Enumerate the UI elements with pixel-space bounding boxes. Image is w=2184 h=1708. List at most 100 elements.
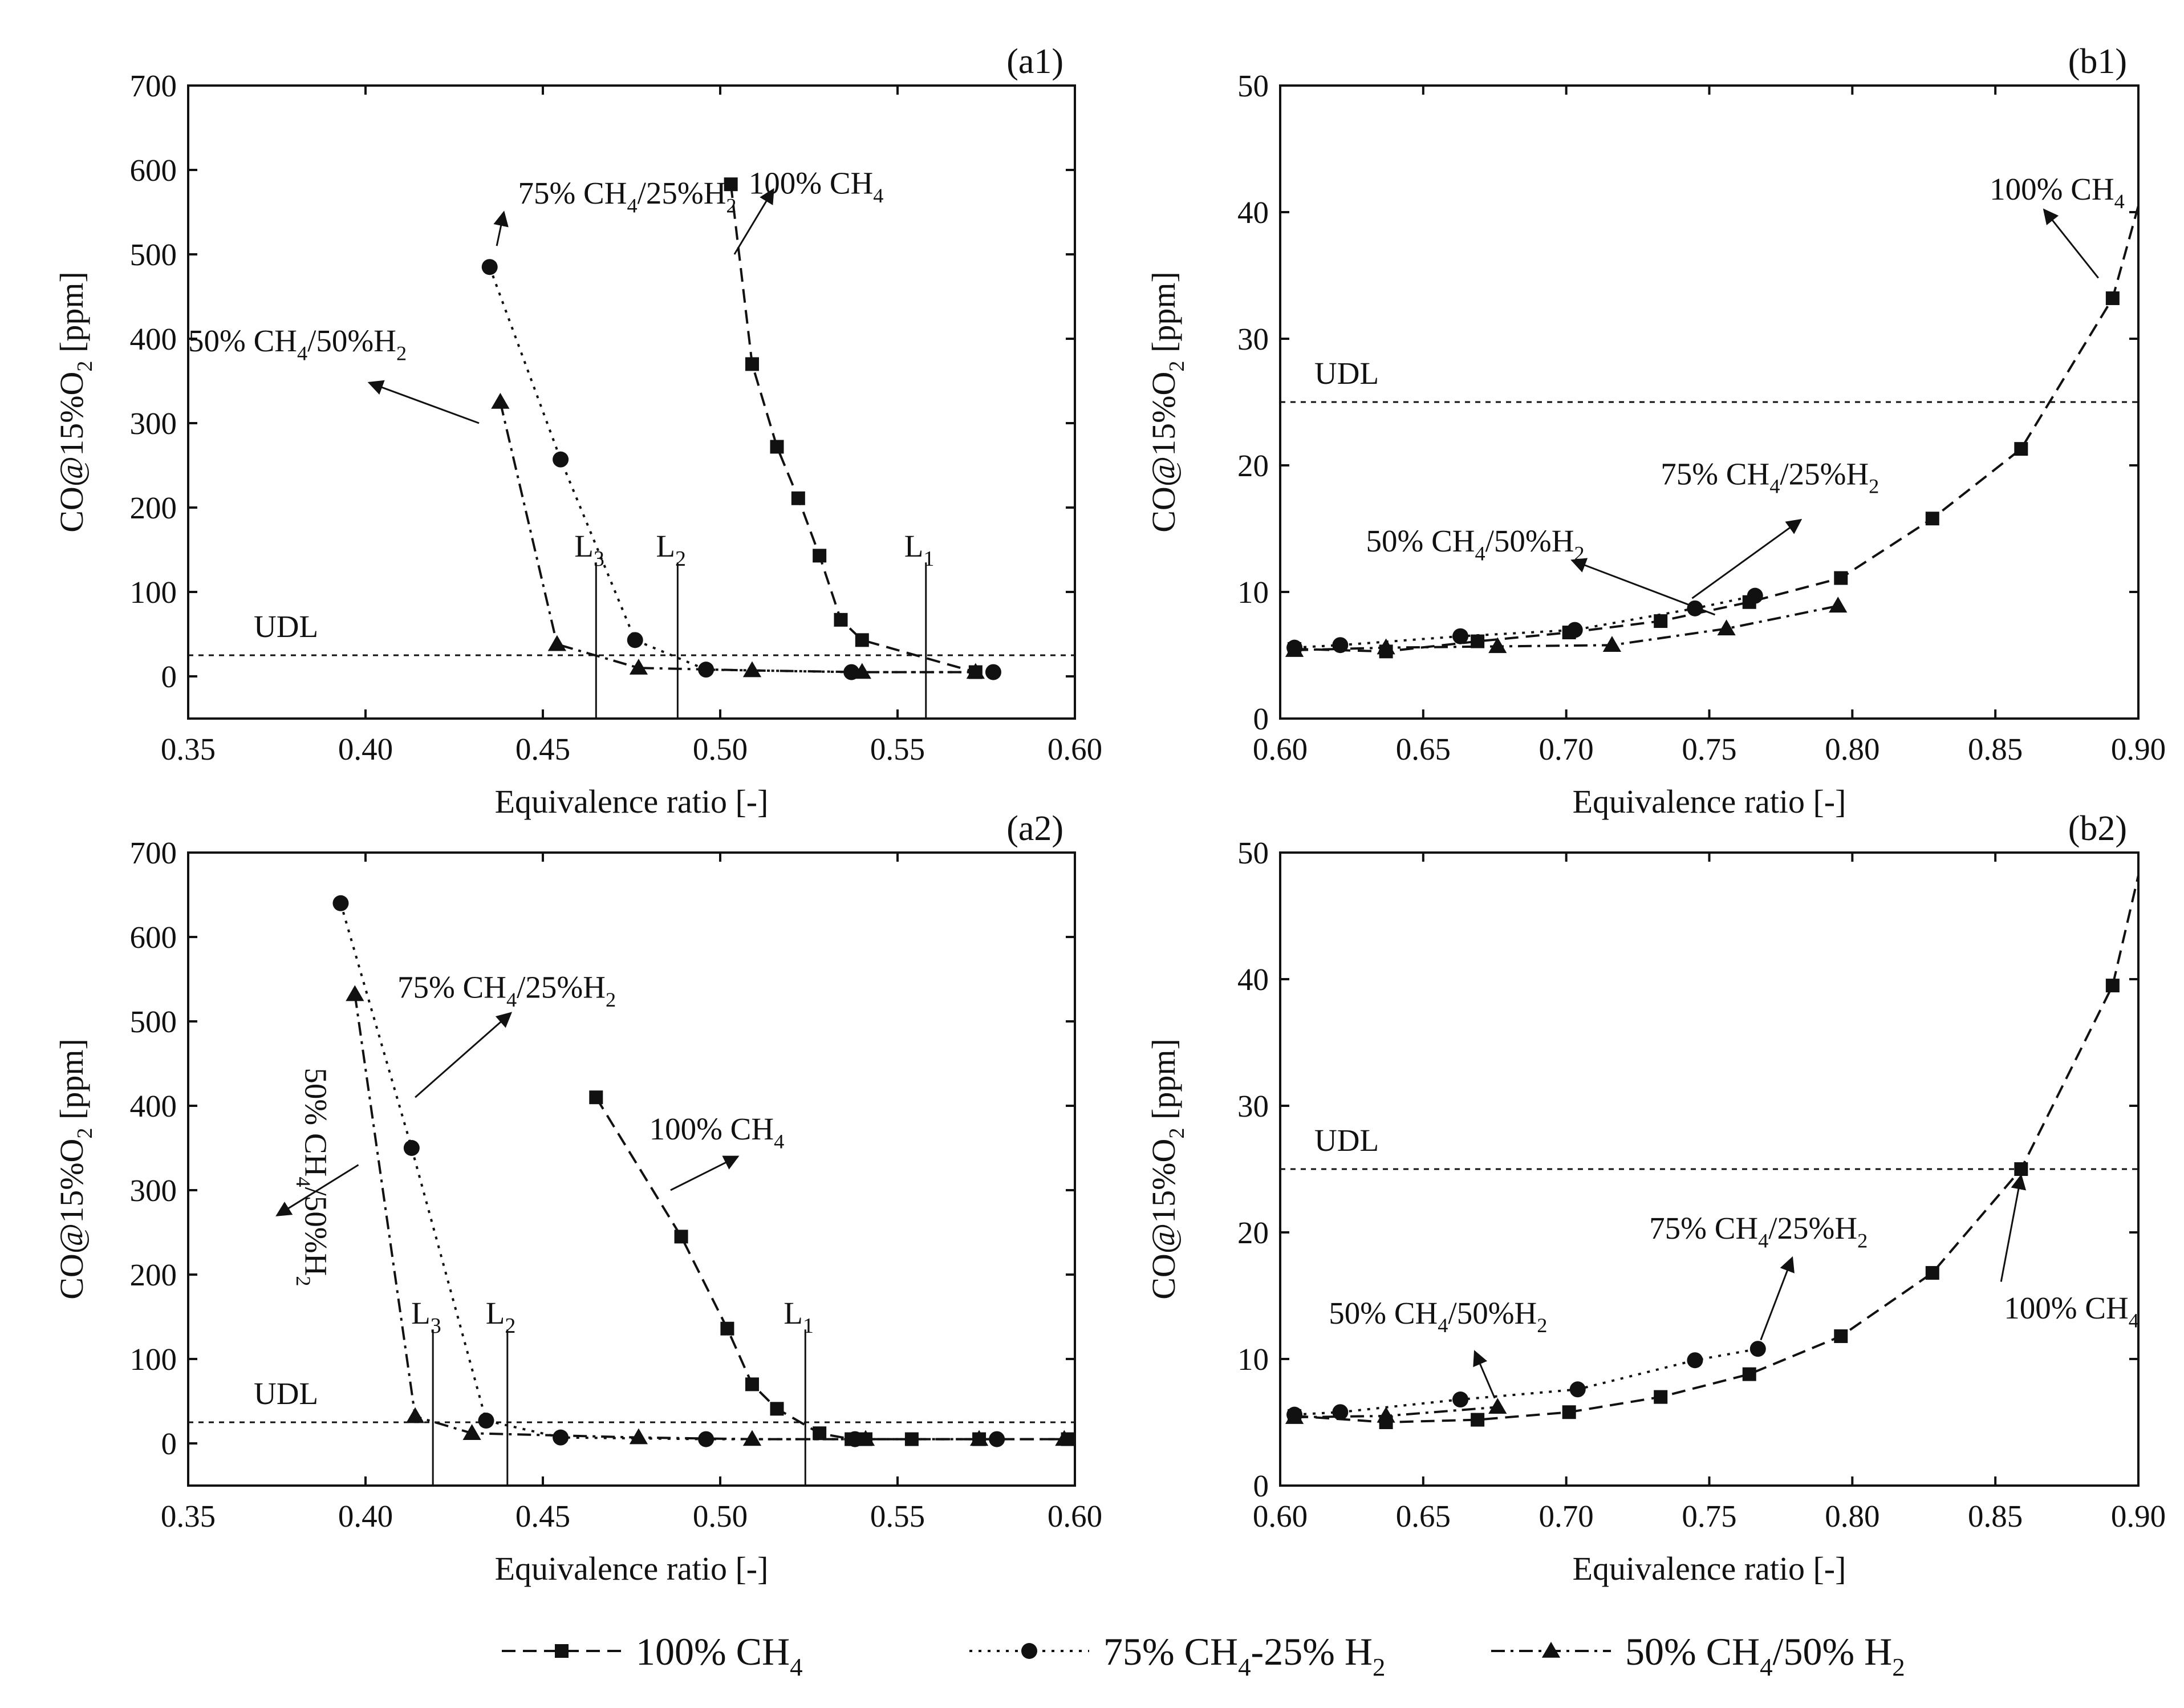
legend-label: 100% CH4 [636,1630,803,1681]
x-tick-label: 0.90 [2111,1499,2166,1533]
y-tick-label: 600 [130,153,177,188]
chart-panel-b1: 0 10 20 30 40 50 0.60 0.65 0.70 0.75 0.80 0.85 0.90 E… [1145,42,2166,820]
data-point-square [1834,571,1848,585]
series-line [1294,875,2140,1424]
y-tick-label: 100 [130,1342,177,1377]
y-tick-label: 600 [130,920,177,955]
data-point-square [2105,291,2120,305]
data-point-triangle [491,392,510,409]
annotation-label: 100% CH4 [749,165,884,206]
data-point-triangle [966,663,985,679]
annotation-label: 50% CH4/50%H2 [188,323,407,364]
annotation-arrow [367,380,480,424]
annotation: 50% CH4/50%H2 [1366,524,1716,616]
annotation: 50% CH4/50%H2 [188,323,480,424]
x-tick-label: 0.50 [693,1499,748,1533]
legend-marker-square [555,1644,569,1658]
y-axis-label: CO@15%O2 [ppm] [1145,271,1189,533]
y-axis-label: CO@15%O2 [ppm] [53,1038,97,1300]
data-point-square [770,440,784,454]
data-point-square [1562,1405,1576,1419]
annotation: 100% CH4 [649,1111,784,1191]
panel-label: (a2) [1006,809,1063,848]
annotation-arrow [733,188,774,255]
series-line [1294,1406,1498,1419]
data-point-circle [332,895,349,911]
x-tick-label: 0.70 [1539,732,1594,766]
annotation-arrow [670,1155,740,1191]
series-square [1288,205,2140,659]
x-tick-label: 0.80 [1825,732,1879,766]
data-point-circle [478,1413,494,1429]
y-tick-label: 200 [130,490,177,525]
data-point-square [745,357,759,371]
series-line [595,1097,1068,1441]
legend: 100% CH4 75% CH4-25% H2 50% CH4/50% H2 [502,1630,1905,1681]
data-point-circle [403,1140,420,1156]
series-line [499,401,976,674]
x-tick-label: 0.80 [1825,1499,1879,1533]
data-point-square [1925,512,1939,526]
panel-label: (a1) [1006,42,1063,81]
limit-label-L3: L3 [574,529,604,571]
data-point-square [813,1426,827,1441]
y-tick-label: 20 [1237,1215,1269,1250]
annotation: 100% CH4 [2000,1174,2139,1332]
data-point-triangle [1055,1430,1074,1446]
annotation: 50% CH4/50%H2 [1329,1296,1547,1399]
x-axis-label: Equivalence ratio [-] [1573,1550,1846,1587]
y-tick-label: 0 [1253,1468,1269,1503]
data-point-square [674,1230,688,1244]
x-tick-label: 0.85 [1968,1499,2023,1533]
annotation-label: 50% CH4/50%H2 [292,1068,333,1286]
x-tick-label: 0.35 [161,1499,216,1533]
annotation-label: 50% CH4/50%H2 [1366,524,1585,565]
data-point-circle [1747,587,1763,604]
x-tick-label: 0.60 [1253,732,1308,766]
series-line [488,266,993,674]
data-point-triangle [969,1430,989,1446]
udl-label: UDL [1314,356,1379,391]
x-tick-label: 0.75 [1682,1499,1736,1533]
data-point-square [813,549,827,563]
x-axis-label: Equivalence ratio [-] [1573,783,1846,820]
y-tick-label: 0 [1253,701,1269,736]
annotation-arrow [1570,558,1716,616]
udl-label: UDL [1314,1123,1379,1158]
limit-label-L3: L3 [411,1296,441,1338]
annotation-label: 75% CH4/25%H2 [1661,456,1879,497]
data-point-circle [481,259,498,275]
x-tick-label: 0.40 [338,1499,393,1533]
series-line [729,184,976,674]
plot-frame [187,851,1076,1487]
chart-panel-b2: 0 10 20 30 40 50 0.60 0.65 0.70 0.75 0.80 0.85 0.90 E… [1145,809,2166,1587]
series-triangle [1285,1398,1507,1424]
annotation-arrow [275,1164,359,1216]
annotation-arrow [493,210,509,246]
data-point-triangle [742,661,762,677]
annotation: 75% CH4/25%H2 [1649,1211,1868,1341]
x-tick-label: 0.35 [161,732,216,766]
y-tick-label: 50 [1237,68,1269,103]
data-point-triangle [1488,637,1507,654]
annotation: 100% CH4 [733,165,884,255]
data-point-square [791,491,805,505]
annotation-label: 75% CH4/25%H2 [397,970,616,1011]
x-tick-label: 0.90 [2111,732,2166,766]
x-tick-label: 0.75 [1682,732,1736,766]
legend-label: 50% CH4/50% H2 [1625,1630,1905,1681]
x-tick-label: 0.60 [1253,1499,1308,1533]
data-point-triangle [1602,636,1622,652]
series-line [1294,605,1838,652]
data-point-circle [553,451,569,468]
limit-label-L2: L2 [656,529,686,571]
chart-panel-a1: 0 100 200 300 400 500 600 700 0.35 0.40 0.45 0.50 0.… [53,42,1102,820]
limit-label-L1: L1 [784,1296,814,1338]
data-point-circle [985,664,1001,680]
annotation-arrow [1473,1350,1496,1399]
data-point-triangle [856,1430,875,1446]
data-point-square [589,1090,603,1105]
y-tick-label: 100 [130,575,177,610]
x-tick-label: 0.45 [515,732,570,766]
